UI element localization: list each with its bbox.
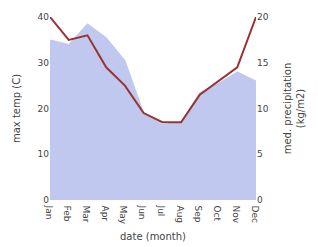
- svg-text:Oct: Oct: [212, 206, 222, 222]
- svg-text:Aug: Aug: [175, 206, 185, 224]
- svg-text:10: 10: [38, 149, 50, 159]
- svg-text:date (month): date (month): [120, 231, 186, 242]
- svg-text:Jan: Jan: [44, 205, 54, 220]
- svg-text:May: May: [118, 206, 128, 225]
- svg-text:40: 40: [38, 12, 50, 22]
- svg-text:Dec: Dec: [250, 206, 260, 223]
- svg-text:0: 0: [257, 195, 263, 205]
- svg-text:0: 0: [43, 195, 49, 205]
- svg-text:Feb: Feb: [62, 206, 72, 222]
- svg-text:Nov: Nov: [231, 206, 241, 224]
- svg-text:10: 10: [257, 104, 269, 114]
- svg-text:30: 30: [38, 58, 50, 68]
- svg-text:Jun: Jun: [137, 205, 147, 220]
- svg-text:20: 20: [257, 12, 269, 22]
- svg-text:5: 5: [257, 149, 263, 159]
- svg-text:Jul: Jul: [156, 205, 166, 217]
- svg-text:max temp (C): max temp (C): [11, 74, 22, 143]
- svg-text:Mar: Mar: [81, 206, 91, 223]
- svg-text:med. precipitation(kg/m2): med. precipitation(kg/m2): [282, 63, 306, 155]
- svg-text:Sep: Sep: [193, 206, 203, 223]
- svg-text:20: 20: [38, 104, 50, 114]
- svg-text:Apr: Apr: [100, 206, 110, 222]
- svg-text:15: 15: [257, 58, 268, 68]
